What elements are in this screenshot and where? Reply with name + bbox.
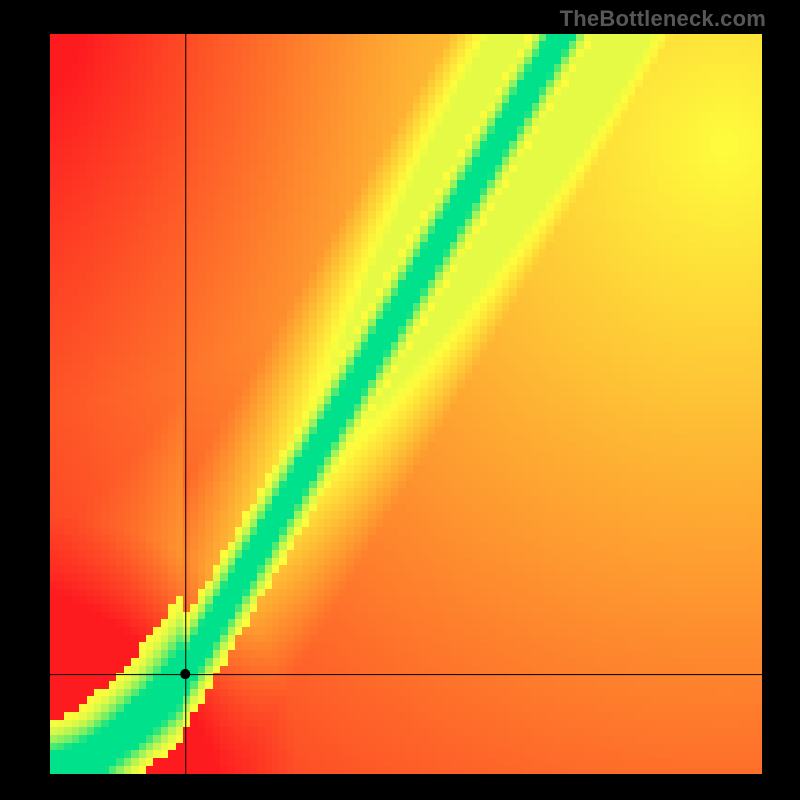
heatmap-plot xyxy=(50,34,762,774)
heatmap-canvas xyxy=(50,34,762,774)
app-frame: TheBottleneck.com xyxy=(0,0,800,800)
watermark-text: TheBottleneck.com xyxy=(560,6,766,32)
